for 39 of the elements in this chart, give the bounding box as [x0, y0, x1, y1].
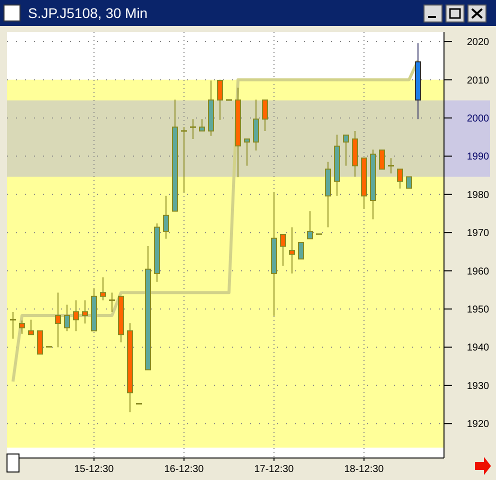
- candlestick: [280, 234, 286, 266]
- y-tick-label: 1920: [466, 419, 490, 430]
- candlestick: [244, 138, 250, 166]
- candlestick: [379, 150, 385, 170]
- candlestick: [19, 320, 25, 334]
- x-tick-label: 16-12:30: [164, 464, 204, 475]
- candlestick: [199, 118, 205, 132]
- y-tick-label: 1950: [466, 304, 490, 316]
- x-tick-label: 17-12:30: [254, 464, 294, 475]
- candlestick: [100, 276, 106, 301]
- candlestick: [253, 99, 259, 151]
- candlestick: [307, 210, 313, 240]
- y-tick-label: 2020: [466, 37, 490, 48]
- candlestick: [289, 226, 295, 274]
- y-tick-label: 1980: [466, 190, 490, 201]
- candlestick: [55, 292, 61, 348]
- y-tick-label: 2000: [466, 113, 490, 124]
- candlestick: [163, 195, 169, 240]
- candlestick: [28, 319, 34, 336]
- candlestick: [217, 79, 223, 120]
- candlestick: [343, 134, 349, 166]
- candlestick: [82, 300, 88, 324]
- y-tick-label: 1970: [466, 228, 490, 240]
- x-tick-label: 18-12:30: [344, 464, 384, 475]
- candlestick: [37, 330, 43, 355]
- x-tick-label: 15-12:30: [74, 464, 114, 475]
- y-tick-label: 1960: [466, 266, 490, 278]
- y-tick-label: 2010: [466, 75, 490, 86]
- candlestick: [64, 304, 70, 332]
- chart-title: S.JP.J5108, 30 Min: [28, 5, 148, 21]
- y-tick-label: 1990: [466, 152, 490, 163]
- y-tick-label: 1930: [466, 380, 490, 392]
- candlestick: [73, 300, 79, 332]
- line-series: [12, 59, 420, 384]
- candlestick: [406, 176, 412, 189]
- candlestick: [298, 242, 304, 260]
- candlestick: [262, 99, 268, 132]
- candlestick: [397, 168, 403, 190]
- y-tick-label: 1940: [466, 342, 490, 354]
